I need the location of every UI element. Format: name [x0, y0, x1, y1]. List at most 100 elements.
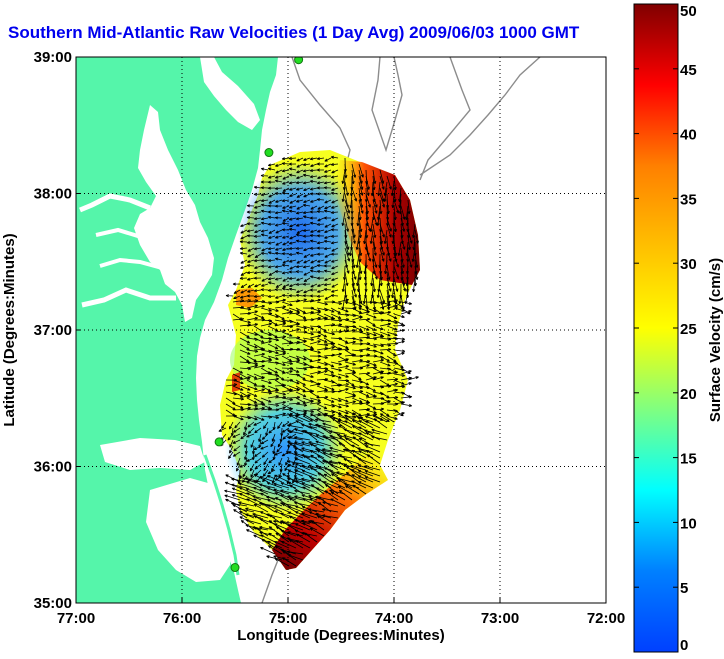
velocity-arrow [358, 364, 370, 369]
velocity-arrow [383, 187, 388, 203]
velocity-arrow [379, 247, 385, 262]
velocity-arrow [238, 507, 255, 513]
velocity-arrow [253, 234, 262, 238]
velocity-arrow [323, 239, 332, 243]
velocity-arrow [232, 282, 241, 286]
velocity-arrow [281, 310, 294, 315]
velocity-arrow [227, 433, 234, 441]
velocity-arrow [253, 503, 269, 513]
velocity-arrow [303, 199, 311, 203]
velocity-arrow [310, 253, 318, 257]
velocity-arrow [224, 489, 241, 495]
velocity-arrow [221, 421, 227, 429]
velocity-arrow [287, 481, 304, 489]
velocity-arrow [372, 335, 385, 339]
velocity-arrow [386, 415, 398, 420]
colorbar-label: Surface Velocity (cm/s) [707, 258, 724, 422]
velocity-arrow [288, 287, 297, 291]
velocity-arrow [253, 415, 265, 421]
velocity-arrow [274, 352, 286, 357]
velocity-arrow [400, 277, 406, 292]
velocity-arrow [316, 234, 325, 238]
velocity-arrow [393, 265, 400, 280]
velocity-arrow [296, 169, 304, 174]
velocity-arrow [295, 293, 304, 297]
velocity-arrow [323, 216, 331, 220]
velocity-arrow [337, 348, 350, 352]
velocity-arrow [323, 174, 332, 178]
velocity-arrow [252, 495, 269, 501]
velocity-arrow [365, 445, 381, 453]
velocity-arrow [288, 156, 297, 160]
velocity-arrow [358, 247, 362, 263]
velocity-arrow [301, 447, 318, 453]
velocity-arrow [308, 464, 325, 471]
velocity-arrow [294, 489, 311, 495]
colorbar-tick-label: 20 [680, 386, 697, 403]
velocity-arrow [400, 403, 413, 407]
velocity-arrow [379, 361, 391, 367]
velocity-arrow [393, 199, 399, 214]
velocity-arrow [365, 343, 377, 348]
velocity-arrow [344, 329, 357, 333]
velocity-arrow [303, 277, 311, 282]
velocity-arrow [254, 253, 262, 258]
velocity-arrow [335, 454, 353, 459]
velocity-arrow [232, 415, 244, 421]
velocity-arrow [288, 209, 297, 213]
velocity-arrow [324, 229, 332, 233]
velocity-arrow [330, 175, 339, 179]
velocity-arrow [302, 223, 311, 227]
velocity-arrow [330, 361, 342, 366]
velocity-arrow [282, 259, 290, 264]
x-tick-label: 77:00 [57, 610, 95, 627]
velocity-arrow [282, 421, 290, 427]
velocity-arrow [393, 217, 397, 233]
velocity-arrow [310, 199, 318, 203]
velocity-arrow [282, 277, 290, 282]
velocity-arrow [260, 209, 269, 213]
velocity-arrow [295, 463, 311, 471]
y-tick-label: 36:00 [34, 459, 72, 476]
velocity-arrow [323, 269, 332, 273]
velocity-arrow [260, 174, 269, 178]
velocity-arrow [301, 429, 318, 435]
velocity-arrow [323, 186, 332, 190]
velocity-arrow [295, 199, 304, 203]
velocity-arrow [245, 518, 262, 525]
velocity-arrow [309, 310, 322, 315]
velocity-arrow [365, 395, 378, 399]
velocity-arrow [232, 373, 244, 380]
velocity-arrow [261, 283, 269, 287]
velocity-arrow [344, 259, 350, 274]
colorbar-tick-label: 0 [680, 637, 688, 654]
velocity-arrow [322, 422, 339, 429]
velocity-arrow [337, 337, 349, 344]
velocity-arrow [398, 289, 402, 305]
velocity-arrow [228, 451, 234, 459]
velocity-arrow [366, 454, 381, 465]
velocity-arrow [337, 365, 350, 369]
velocity-arrow [365, 361, 377, 367]
velocity-arrow [260, 240, 269, 244]
velocity-arrow [331, 436, 346, 447]
velocity-arrow [249, 463, 255, 472]
station-marker [294, 57, 304, 65]
velocity-arrow [232, 403, 244, 409]
velocity-arrow [321, 508, 339, 513]
velocity-arrow [245, 488, 262, 495]
velocity-arrow [246, 323, 259, 327]
velocity-arrow [323, 397, 335, 403]
velocity-arrow [274, 313, 285, 320]
velocity-arrow [376, 283, 381, 299]
velocity-arrow [282, 433, 290, 440]
velocity-arrow [344, 247, 351, 262]
velocity-arrow [246, 216, 255, 220]
velocity-arrow [274, 451, 283, 456]
velocity-arrow [240, 283, 248, 288]
velocity-arrow [267, 355, 279, 360]
velocity-arrow [295, 298, 307, 303]
velocity-arrow [411, 247, 416, 263]
y-tick-label: 39:00 [34, 49, 72, 66]
